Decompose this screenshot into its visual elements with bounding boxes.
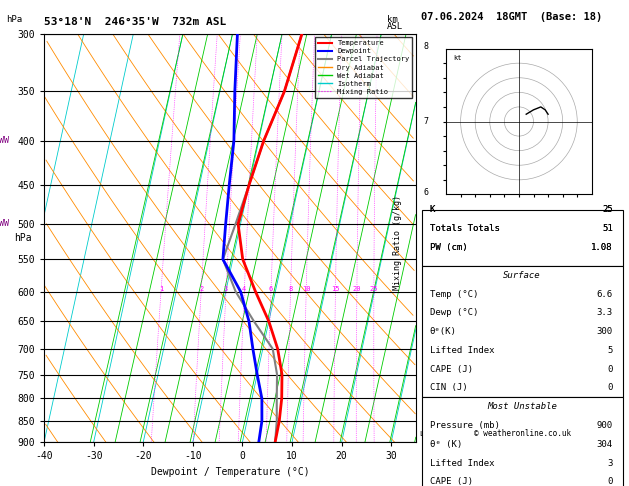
Text: PW (cm): PW (cm) xyxy=(430,243,467,252)
Text: 0: 0 xyxy=(607,477,613,486)
Text: km: km xyxy=(387,15,398,24)
Text: 2: 2 xyxy=(423,392,428,400)
Bar xyxy=(421,209,623,266)
Text: CAPE (J): CAPE (J) xyxy=(430,364,473,374)
Text: 0: 0 xyxy=(607,364,613,374)
Text: 3.3: 3.3 xyxy=(596,308,613,317)
Text: CAPE (J): CAPE (J) xyxy=(430,477,473,486)
Text: 51: 51 xyxy=(602,224,613,233)
Text: PW (cm): PW (cm) xyxy=(430,243,467,252)
Text: kt: kt xyxy=(454,55,462,61)
Text: 2: 2 xyxy=(199,286,203,292)
Text: 1.08: 1.08 xyxy=(591,243,613,252)
Text: hPa: hPa xyxy=(6,15,23,24)
Text: Most Unstable: Most Unstable xyxy=(487,402,557,411)
Text: 25: 25 xyxy=(602,205,613,214)
Text: 8: 8 xyxy=(423,42,428,51)
Text: 6.6: 6.6 xyxy=(596,290,613,298)
Text: Lifted Index: Lifted Index xyxy=(430,459,494,468)
Text: 25: 25 xyxy=(602,205,613,214)
Text: 0: 0 xyxy=(607,383,613,393)
Text: WW: WW xyxy=(0,137,9,145)
Text: 5: 5 xyxy=(607,346,613,355)
Text: 5: 5 xyxy=(423,251,428,260)
Text: 1.08: 1.08 xyxy=(591,243,613,252)
Text: 6: 6 xyxy=(269,286,273,292)
Text: 3: 3 xyxy=(423,345,428,353)
Text: 6: 6 xyxy=(423,189,428,197)
Text: Totals Totals: Totals Totals xyxy=(430,224,499,233)
Text: 25: 25 xyxy=(370,286,378,292)
Text: K: K xyxy=(430,205,435,214)
Text: 1: 1 xyxy=(159,286,163,292)
Text: 53°18'N  246°35'W  732m ASL: 53°18'N 246°35'W 732m ASL xyxy=(44,17,226,27)
Text: Lifted Index: Lifted Index xyxy=(430,346,494,355)
Text: Totals Totals: Totals Totals xyxy=(430,224,499,233)
Text: LCL: LCL xyxy=(420,431,432,437)
Text: 8: 8 xyxy=(289,286,292,292)
Text: Surface: Surface xyxy=(503,271,541,280)
Text: © weatheronline.co.uk: © weatheronline.co.uk xyxy=(474,429,571,438)
Text: θᵉ (K): θᵉ (K) xyxy=(430,440,462,449)
Text: CIN (J): CIN (J) xyxy=(430,383,467,393)
Text: 3: 3 xyxy=(224,286,228,292)
Bar xyxy=(421,398,623,486)
Text: 4: 4 xyxy=(242,286,247,292)
Text: 07.06.2024  18GMT  (Base: 18): 07.06.2024 18GMT (Base: 18) xyxy=(421,12,603,22)
Text: Mixing Ratio (g/kg): Mixing Ratio (g/kg) xyxy=(393,195,402,291)
Text: 15: 15 xyxy=(331,286,340,292)
Text: Dewp (°C): Dewp (°C) xyxy=(430,308,478,317)
Text: Temp (°C): Temp (°C) xyxy=(430,290,478,298)
Text: 10: 10 xyxy=(302,286,311,292)
Text: 900: 900 xyxy=(596,421,613,430)
Text: θᵉ(K): θᵉ(K) xyxy=(430,327,457,336)
Text: 20: 20 xyxy=(353,286,361,292)
Text: hPa: hPa xyxy=(14,233,32,243)
Text: K: K xyxy=(430,205,435,214)
Text: 4: 4 xyxy=(423,299,428,308)
Text: 1: 1 xyxy=(423,427,428,436)
Text: 3: 3 xyxy=(607,459,613,468)
Text: 7: 7 xyxy=(423,117,428,126)
Legend: Temperature, Dewpoint, Parcel Trajectory, Dry Adiabat, Wet Adiabat, Isotherm, Mi: Temperature, Dewpoint, Parcel Trajectory… xyxy=(315,37,413,98)
Text: Pressure (mb): Pressure (mb) xyxy=(430,421,499,430)
Text: ASL: ASL xyxy=(387,22,403,31)
Text: 304: 304 xyxy=(596,440,613,449)
X-axis label: Dewpoint / Temperature (°C): Dewpoint / Temperature (°C) xyxy=(151,467,309,477)
Bar xyxy=(421,266,623,398)
Text: 51: 51 xyxy=(602,224,613,233)
Text: 300: 300 xyxy=(596,327,613,336)
Text: WW: WW xyxy=(0,219,9,228)
